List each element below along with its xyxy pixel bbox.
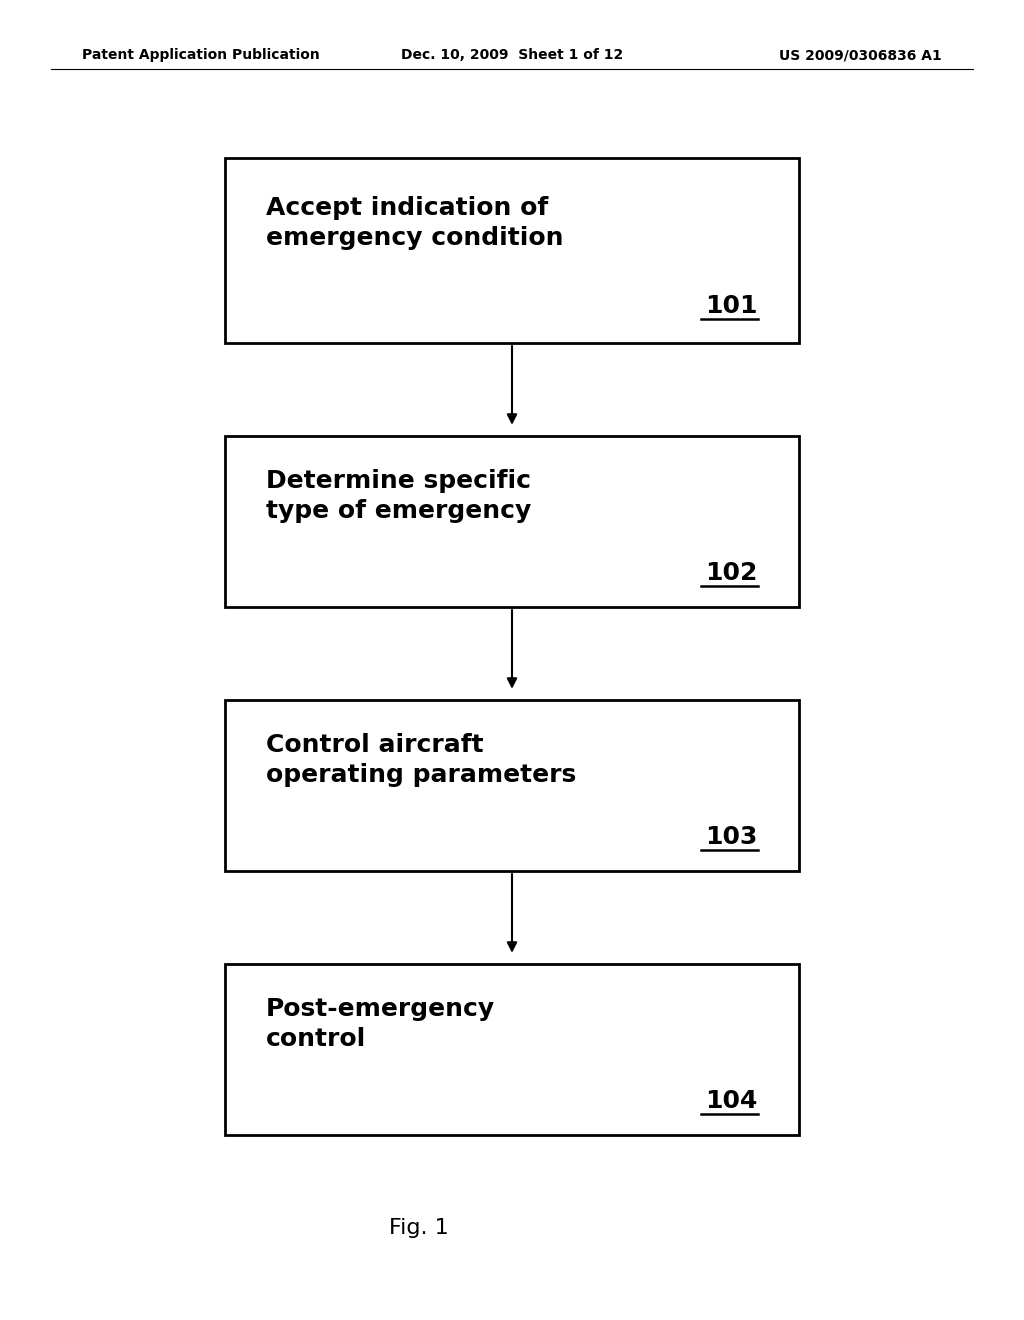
Text: 104: 104 <box>706 1089 758 1113</box>
Text: Post-emergency
control: Post-emergency control <box>266 997 496 1051</box>
Text: 103: 103 <box>706 825 758 849</box>
Text: Fig. 1: Fig. 1 <box>389 1217 449 1238</box>
FancyBboxPatch shape <box>225 700 799 871</box>
FancyBboxPatch shape <box>225 436 799 607</box>
Text: Dec. 10, 2009  Sheet 1 of 12: Dec. 10, 2009 Sheet 1 of 12 <box>400 49 624 62</box>
Text: Accept indication of
emergency condition: Accept indication of emergency condition <box>266 197 564 249</box>
Text: 102: 102 <box>706 561 758 585</box>
FancyBboxPatch shape <box>225 158 799 343</box>
Text: Patent Application Publication: Patent Application Publication <box>82 49 319 62</box>
Text: US 2009/0306836 A1: US 2009/0306836 A1 <box>779 49 942 62</box>
Text: Determine specific
type of emergency: Determine specific type of emergency <box>266 469 531 523</box>
Text: 101: 101 <box>706 294 758 318</box>
FancyBboxPatch shape <box>225 964 799 1135</box>
Text: Control aircraft
operating parameters: Control aircraft operating parameters <box>266 733 577 787</box>
